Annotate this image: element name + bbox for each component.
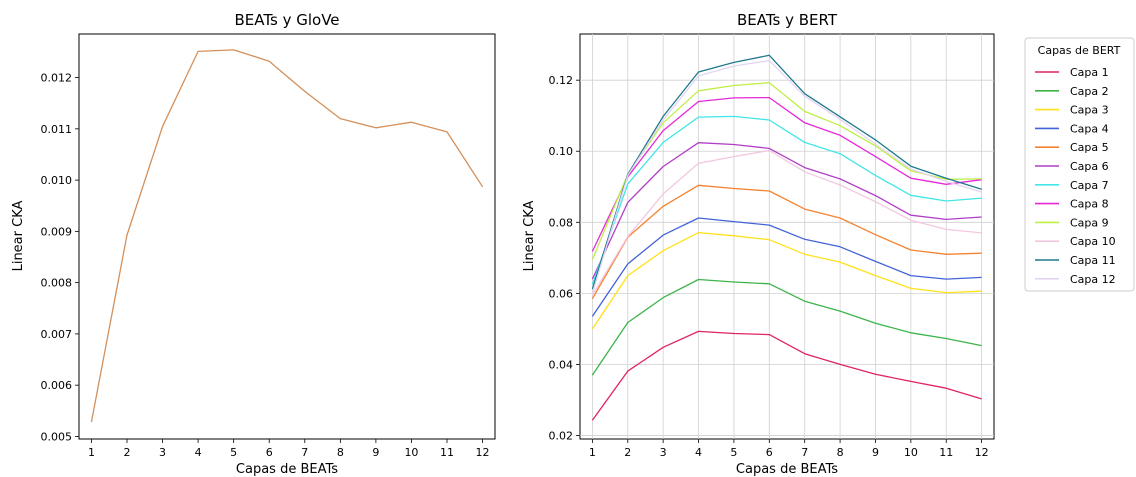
- right-x-tick-label: 8: [837, 446, 844, 459]
- y-ticks-left: 0.005 0.006 0.007 0.008 0.009 0.010 0.011 0.012: [41, 72, 79, 443]
- right-x-tick-label: 9: [872, 446, 879, 459]
- left-x-tick-label: 8: [337, 446, 344, 459]
- right-x-tick-label: 3: [660, 446, 667, 459]
- left-y-tick-label: 0.010: [41, 174, 73, 187]
- right-series-line-4: [591, 217, 982, 317]
- legend-label-6: Capa 6: [1070, 160, 1109, 173]
- chart-beats-glove: 1 2 3 4 5 6 7 8 9 10 11 12 0.0050.0060.0070.0080.00…: [11, 11, 496, 477]
- legend-label-2: Capa 2: [1070, 85, 1109, 98]
- legend-label-5: Capa 5: [1070, 141, 1109, 154]
- legend-label-7: Capa 7: [1070, 179, 1109, 192]
- right-y-tick-label: 0.06: [549, 287, 574, 300]
- right-x-tick-label: 4: [695, 446, 702, 459]
- plot-area-left: [78, 33, 496, 440]
- x-axis-label-right: Capas de BEATs: [736, 462, 838, 477]
- legend-title: Capas de BERT: [1038, 44, 1121, 57]
- left-x-tick-label: 3: [159, 446, 166, 459]
- right-series-line-1: [591, 330, 982, 421]
- left-x-tick-label: 7: [301, 446, 308, 459]
- right-y-tick-label: 0.08: [549, 216, 574, 229]
- plot-area-right: [579, 33, 995, 440]
- left-y-tick-label: 0.009: [41, 225, 73, 238]
- right-y-tick-label: 0.12: [549, 74, 574, 87]
- legend-label-4: Capa 4: [1070, 122, 1109, 135]
- right-x-tick-label: 6: [766, 446, 773, 459]
- right-series-line-10: [591, 149, 982, 296]
- left-y-tick-label: 0.005: [41, 430, 73, 443]
- chart-beats-bert: 1 2 3 4 5 6 7 8 9 10 11 12 0.020.040.060.080.100.12…: [522, 11, 995, 477]
- left-y-tick-label: 0.008: [41, 277, 73, 290]
- left-series-line-1: [90, 49, 484, 423]
- left-y-tick-label: 0.011: [41, 123, 73, 136]
- lines-left: [90, 49, 484, 423]
- legend-items: Capa 1 Capa 2 Capa 3 Capa 4 Capa 5 Capa 6 Capa…: [1035, 66, 1116, 286]
- left-x-tick-label: 1: [88, 446, 95, 459]
- right-y-tick-label: 0.04: [549, 358, 574, 371]
- y-axis-label-left: Linear CKA: [11, 200, 26, 271]
- right-x-tick-label: 2: [624, 446, 631, 459]
- right-series-line-5: [591, 184, 982, 300]
- left-x-tick-label: 6: [266, 446, 273, 459]
- right-x-tick-label: 10: [904, 446, 918, 459]
- right-series-line-3: [591, 231, 982, 330]
- right-x-tick-label: 11: [939, 446, 953, 459]
- left-x-tick-label: 9: [372, 446, 379, 459]
- right-x-tick-label: 1: [589, 446, 596, 459]
- left-y-tick-label: 0.012: [41, 72, 73, 85]
- left-y-tick-label: 0.006: [41, 379, 73, 392]
- legend-box: [1024, 37, 1135, 292]
- legend-label-11: Capa 11: [1070, 254, 1116, 267]
- right-series-line-7: [591, 115, 982, 285]
- left-y-tick-label: 0.007: [41, 328, 73, 341]
- left-x-tick-label: 12: [476, 446, 490, 459]
- right-x-tick-label: 5: [730, 446, 737, 459]
- right-series-line-8: [591, 96, 982, 252]
- legend-label-12: Capa 12: [1070, 273, 1116, 286]
- chart-title-left: BEATs y GloVe: [234, 11, 339, 29]
- lines-right: [591, 54, 982, 421]
- right-series-line-12: [591, 59, 982, 294]
- right-series-line-6: [591, 142, 982, 280]
- x-ticks-right: 1 2 3 4 5 6 7 8 9 10 11 12: [589, 439, 989, 459]
- legend-label-9: Capa 9: [1070, 216, 1109, 229]
- right-series-line-11: [591, 54, 982, 290]
- left-x-tick-label: 11: [440, 446, 454, 459]
- left-x-tick-label: 5: [230, 446, 237, 459]
- right-series-line-9: [591, 82, 982, 260]
- right-x-tick-label: 7: [801, 446, 808, 459]
- left-x-tick-label: 2: [124, 446, 131, 459]
- legend-label-3: Capa 3: [1070, 104, 1109, 117]
- chart-title-right: BEATs y BERT: [737, 11, 838, 29]
- legend-label-8: Capa 8: [1070, 198, 1109, 211]
- left-x-tick-label: 10: [404, 446, 418, 459]
- legend-label-10: Capa 10: [1070, 235, 1116, 248]
- left-x-tick-label: 4: [195, 446, 202, 459]
- y-axis-label-right: Linear CKA: [522, 200, 537, 271]
- right-y-tick-label: 0.10: [549, 145, 574, 158]
- y-ticks-right: 0.02 0.04 0.06 0.08 0.10 0.12: [549, 74, 580, 442]
- right-x-tick-label: 12: [975, 446, 989, 459]
- right-y-tick-label: 0.02: [549, 429, 574, 442]
- x-ticks-left: 1 2 3 4 5 6 7 8 9 10 11 12: [88, 439, 490, 459]
- x-axis-label-left: Capas de BEATs: [236, 462, 338, 477]
- right-series-line-2: [591, 278, 982, 376]
- legend-label-1: Capa 1: [1070, 66, 1109, 79]
